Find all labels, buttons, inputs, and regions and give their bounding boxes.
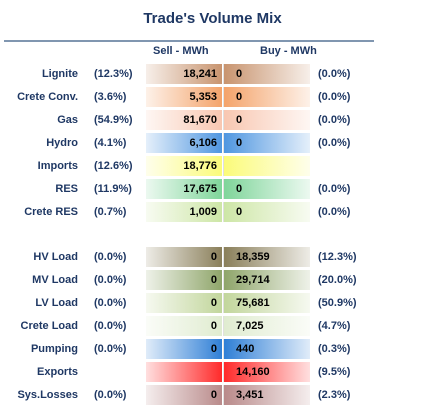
row-label: Imports [37,160,78,172]
sell-value-cell: 1,009 [146,202,222,222]
sell-percent: (12.6%) [94,160,133,172]
row-label: Crete RES [24,206,78,218]
sell-value-cell: 0 [146,293,222,313]
buy-value-cell: 29,714 [223,270,310,290]
sell-percent: (54.9%) [94,114,133,126]
table-row: Imports (12.6%) 18,776 [0,156,425,176]
sell-percent: (12.3%) [94,68,133,80]
buy-percent: (2.3%) [318,389,351,401]
buy-value-cell: 7,025 [223,316,310,336]
sell-value-cell: 81,670 [146,110,222,130]
buy-value-cell: 18,359 [223,247,310,267]
sell-value-cell [146,362,222,382]
buy-value-cell: 14,160 [223,362,310,382]
buy-value-cell: 0 [223,87,310,107]
sell-percent: (0.0%) [94,297,127,309]
sell-value-cell: 0 [146,247,222,267]
sell-percent: (0.7%) [94,206,127,218]
buy-value-cell: 0 [223,133,310,153]
sell-column-header: Sell - MWh [153,45,209,57]
buy-percent: (0.0%) [318,68,351,80]
sell-value-cell: 5,353 [146,87,222,107]
table-row: Lignite (12.3%) 18,241 0 (0.0%) [0,64,425,84]
buy-value-cell: 3,451 [223,385,310,405]
table-row: Crete RES (0.7%) 1,009 0 (0.0%) [0,202,425,222]
sell-percent: (0.0%) [94,274,127,286]
table-row: HV Load (0.0%) 0 18,359 (12.3%) [0,247,425,267]
row-label: HV Load [33,251,78,263]
row-label: Exports [37,366,78,378]
buy-percent: (4.7%) [318,320,351,332]
buy-value-cell: 0 [223,64,310,84]
buy-percent: (0.0%) [318,91,351,103]
row-label: Crete Load [20,320,78,332]
buy-value-cell: 0 [223,202,310,222]
table-row: Sys.Losses (0.0%) 0 3,451 (2.3%) [0,385,425,405]
row-label: Pumping [30,343,78,355]
sell-value-cell: 0 [146,270,222,290]
buy-value-cell: 0 [223,110,310,130]
table-row: Crete Load (0.0%) 0 7,025 (4.7%) [0,316,425,336]
buy-column-header: Buy - MWh [260,45,317,57]
sell-value-cell: 0 [146,316,222,336]
sell-percent: (0.0%) [94,251,127,263]
buy-percent [318,156,358,176]
row-label: Hydro [46,137,78,149]
row-label: Lignite [41,68,78,80]
table-row: LV Load (0.0%) 0 75,681 (50.9%) [0,293,425,313]
sell-value-cell: 17,675 [146,179,222,199]
table-row: Pumping (0.0%) 0 440 (0.3%) [0,339,425,359]
row-label: MV Load [32,274,78,286]
buy-value-cell: 75,681 [223,293,310,313]
table-row: Exports 14,160 (9.5%) [0,362,425,382]
buy-percent: (0.0%) [318,114,351,126]
sell-percent: (0.0%) [94,320,127,332]
sell-value-cell: 18,776 [146,156,222,176]
buy-value-cell [223,156,310,176]
buy-percent: (0.3%) [318,343,351,355]
sell-percent [94,362,140,382]
row-label: Gas [57,114,78,126]
buy-percent: (12.3%) [318,251,357,263]
buy-value-cell: 0 [223,179,310,199]
table-row: MV Load (0.0%) 0 29,714 (20.0%) [0,270,425,290]
buy-percent: (0.0%) [318,137,351,149]
row-label: Sys.Losses [17,389,78,401]
page-title: Trade's Volume Mix [143,10,282,27]
buy-percent: (0.0%) [318,183,351,195]
row-label: LV Load [35,297,78,309]
table-row: Gas (54.9%) 81,670 0 (0.0%) [0,110,425,130]
sell-percent: (0.0%) [94,343,127,355]
sell-percent: (4.1%) [94,137,127,149]
title-divider [4,40,374,42]
sell-percent: (11.9%) [94,183,132,195]
sell-value-cell: 18,241 [146,64,222,84]
buy-percent: (0.0%) [318,206,351,218]
sell-percent: (0.0%) [94,389,127,401]
sell-value-cell: 0 [146,385,222,405]
row-label: Crete Conv. [17,91,78,103]
row-label: RES [55,183,78,195]
sell-value-cell: 6,106 [146,133,222,153]
table-row: RES (11.9%) 17,675 0 (0.0%) [0,179,425,199]
buy-percent: (20.0%) [318,274,357,286]
sell-percent: (3.6%) [94,91,127,103]
buy-percent: (9.5%) [318,366,351,378]
sell-value-cell: 0 [146,339,222,359]
buy-percent: (50.9%) [318,297,357,309]
buy-value-cell: 440 [223,339,310,359]
table-row: Crete Conv. (3.6%) 5,353 0 (0.0%) [0,87,425,107]
table-row: Hydro (4.1%) 6,106 0 (0.0%) [0,133,425,153]
